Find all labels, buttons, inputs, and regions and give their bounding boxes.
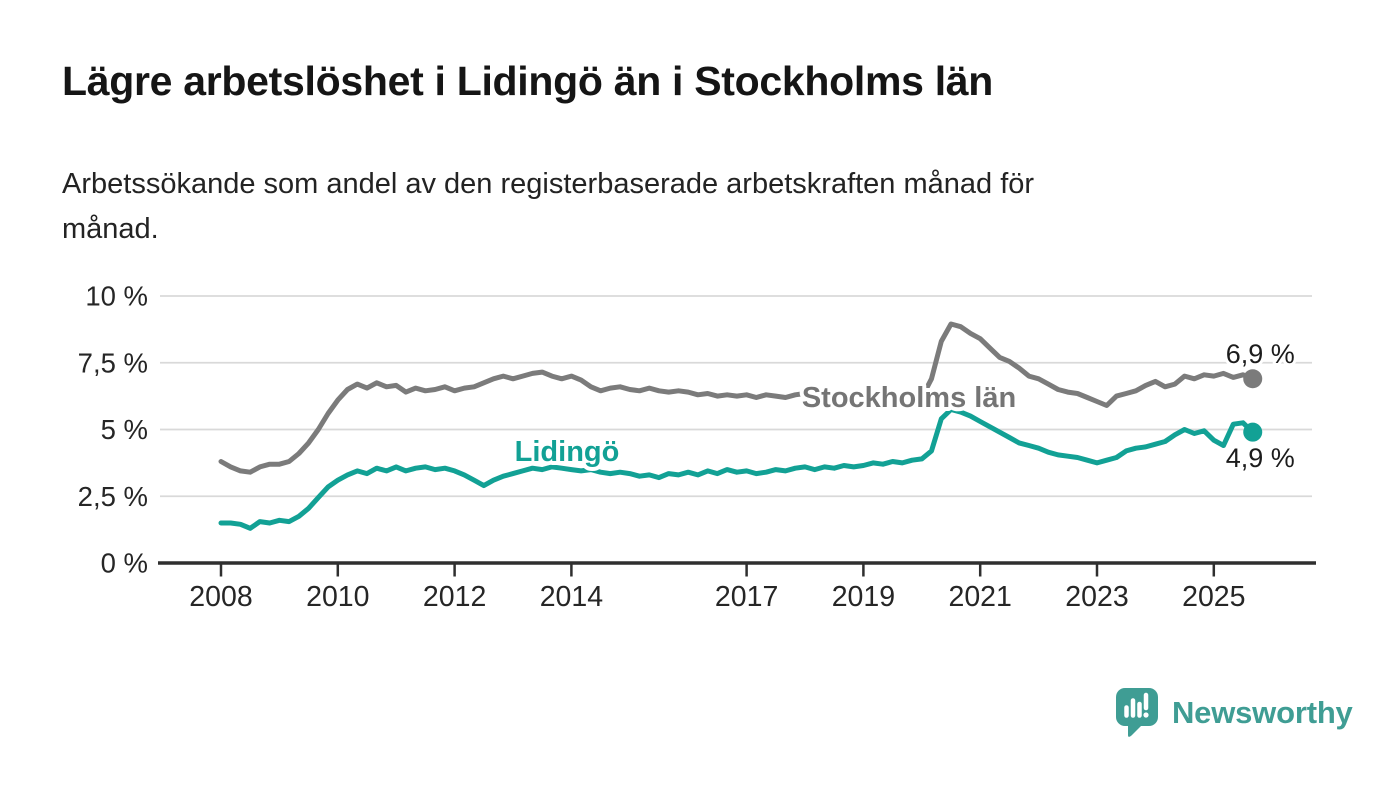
series-label-stockholms-l-n: Stockholms län	[802, 382, 1016, 414]
x-tick-label-2023: 2023	[1065, 581, 1128, 613]
end-value-label-stockholms-l-n: 6,9 %	[1226, 339, 1295, 369]
y-tick-label-10: 10 %	[85, 281, 148, 312]
series-label-liding-: Lidingö	[515, 436, 620, 468]
end-dot-liding-	[1243, 422, 1263, 442]
newsworthy-wordmark: Newsworthy	[1172, 695, 1353, 730]
series-line-stockholms-l-n	[218, 321, 1256, 475]
end-dot-stockholms-l-n	[1243, 369, 1263, 389]
x-tick-label-2025: 2025	[1182, 581, 1245, 613]
y-tick-label-0: 0 %	[101, 548, 148, 579]
x-tick-label-2014: 2014	[540, 581, 604, 613]
series-line-liding-	[218, 407, 1256, 531]
page-title: Lägre arbetslöshet i Lidingö än i Stockh…	[62, 58, 994, 104]
end-value-label-liding-: 4,9 %	[1226, 443, 1295, 473]
x-tick-label-2021: 2021	[948, 581, 1011, 613]
x-tick-label-2008: 2008	[189, 581, 252, 613]
x-tick-label-2012: 2012	[423, 581, 486, 613]
x-tick-label-2019: 2019	[832, 581, 895, 613]
x-tick-label-2017: 2017	[715, 581, 778, 613]
newsworthy-logo: Newsworthy	[1115, 687, 1353, 739]
newsworthy-logo-icon	[1116, 688, 1158, 737]
y-tick-label-5: 5 %	[101, 414, 148, 445]
page-subtitle: Arbetssökande som andel av den registerb…	[62, 168, 1035, 245]
y-tick-label-7.5: 7,5 %	[78, 347, 148, 378]
y-tick-label-2.5: 2,5 %	[78, 481, 148, 512]
x-tick-label-2010: 2010	[306, 581, 369, 613]
